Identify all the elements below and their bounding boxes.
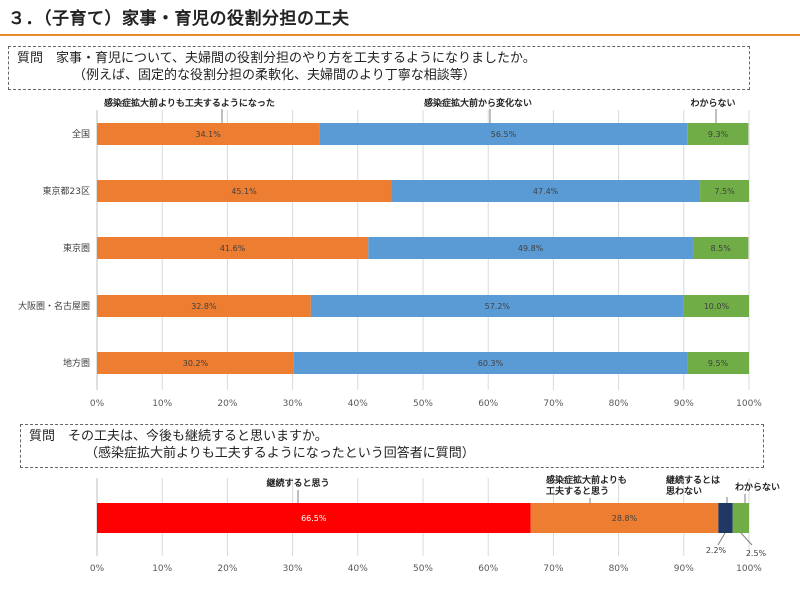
chart1-data-label: 8.5% <box>710 244 731 253</box>
chart2-series-label: 思わない <box>666 486 702 497</box>
title-underline <box>0 34 800 36</box>
page-title: ３．（子育て）家事・育児の役割分担の工夫 <box>8 9 350 29</box>
chart2-data-label: 2.5% <box>746 549 767 558</box>
question-1-note: （例えば、固定的な役割分担の柔軟化、夫婦間のより丁寧な相談等） <box>73 68 476 83</box>
chart1-category-label: 東京圏 <box>63 242 90 254</box>
chart1-x-tick-label: 100% <box>736 399 762 409</box>
chart2-bar-segment <box>718 503 733 533</box>
chart2-bar-segment <box>530 503 719 533</box>
chart1-category-label: 東京都23区 <box>43 185 90 197</box>
chart2-data-label: 2.2% <box>706 546 727 555</box>
question-2-text: 質問 その工夫は、今後も継続すると思いますか。 <box>29 429 328 444</box>
chart1-series-label: 感染症拡大前よりも工夫するようになった <box>104 97 275 109</box>
question-box-2: 質問 その工夫は、今後も継続すると思いますか。 （感染症拡大前よりも工夫するよう… <box>20 424 764 468</box>
chart1-x-tick-label: 40% <box>348 399 368 409</box>
chart1-data-label: 32.8% <box>191 302 217 311</box>
chart2-x-tick-label: 0% <box>90 564 105 574</box>
chart1-data-label: 60.3% <box>478 359 504 368</box>
chart1-data-label: 47.4% <box>533 187 559 196</box>
chart2-x-tick-label: 50% <box>413 564 433 574</box>
chart2-series-label: わからない <box>735 482 780 493</box>
chart1-data-label: 49.8% <box>518 244 544 253</box>
chart1-data-label: 45.1% <box>231 187 257 196</box>
chart2-leader-line <box>717 532 726 546</box>
chart1-bar-segment <box>319 123 688 145</box>
chart1-series-label: わからない <box>690 98 735 109</box>
chart1-data-label: 57.2% <box>485 302 511 311</box>
chart2-data-label: 28.8% <box>612 514 638 523</box>
chart1-bar-segment <box>687 352 749 374</box>
chart2-x-tick-label: 10% <box>152 564 172 574</box>
chart1-data-label: 41.6% <box>220 244 246 253</box>
chart1-data-label: 7.5% <box>714 187 735 196</box>
chart2-x-tick-label: 20% <box>217 564 237 574</box>
chart2-x-tick-label: 80% <box>609 564 629 574</box>
chart1-bar-segment <box>97 180 392 202</box>
chart2-x-tick-label: 60% <box>478 564 498 574</box>
chart1-x-tick-label: 10% <box>152 399 172 409</box>
chart1-data-label: 9.3% <box>708 130 729 139</box>
chart1-series-label: 感染症拡大前から変化ない <box>424 97 532 109</box>
chart2-series-label: 感染症拡大前よりも <box>546 474 627 486</box>
chart1-category-label: 地方圏 <box>63 357 90 369</box>
chart1-bar-segment <box>97 295 311 317</box>
chart1-bar-segment <box>683 295 749 317</box>
chart1-x-tick-label: 70% <box>543 399 563 409</box>
chart2-data-label: 66.5% <box>301 514 327 523</box>
chart1-x-tick-label: 60% <box>478 399 498 409</box>
chart2-x-tick-label: 40% <box>348 564 368 574</box>
chart1-bar-segment <box>368 237 693 259</box>
chart2-bar-segment <box>97 503 531 533</box>
question-1-text: 質問 家事・育児について、夫婦間の役割分担のやり方を工夫するようになりましたか。 <box>17 51 536 66</box>
chart2-leader-line <box>740 532 753 546</box>
chart1-bar-segment <box>310 295 684 317</box>
chart1-x-tick-label: 30% <box>283 399 303 409</box>
chart2-series-label: 継続するとは <box>666 474 720 486</box>
chart1-x-tick-label: 20% <box>217 399 237 409</box>
chart1-bar-segment <box>687 123 749 145</box>
chart2-x-tick-label: 90% <box>674 564 694 574</box>
chart1-x-tick-label: 90% <box>674 399 694 409</box>
chart2-x-tick-label: 70% <box>543 564 563 574</box>
chart2-x-tick-label: 30% <box>283 564 303 574</box>
chart1-data-label: 56.5% <box>491 130 517 139</box>
chart2-bar-segment <box>732 503 749 533</box>
chart1-x-tick-label: 80% <box>609 399 629 409</box>
chart2-x-tick-label: 100% <box>736 564 762 574</box>
chart1-bar-segment <box>97 352 294 374</box>
chart1-bar-segment <box>97 237 369 259</box>
question-2-note: （感染症拡大前よりも工夫するようになったという回答者に質問） <box>85 446 475 461</box>
chart1-data-label: 30.2% <box>183 359 209 368</box>
chart1-x-tick-label: 50% <box>413 399 433 409</box>
chart1-bar-segment <box>692 237 749 259</box>
chart2-series-label: 工夫すると思う <box>546 485 609 497</box>
chart1-bar-segment <box>97 123 320 145</box>
chart1-data-label: 9.5% <box>708 359 729 368</box>
chart1-category-label: 大阪圏・名古屋圏 <box>18 300 90 312</box>
chart2-series-label: 継続すると思う <box>266 477 329 489</box>
chart1-x-tick-label: 0% <box>90 399 105 409</box>
chart1-data-label: 10.0% <box>704 302 730 311</box>
chart1-bar-segment <box>293 352 688 374</box>
chart1-data-label: 34.1% <box>195 130 221 139</box>
chart1-bar-segment <box>700 180 749 202</box>
chart1-bar-segment <box>391 180 701 202</box>
question-box-1: 質問 家事・育児について、夫婦間の役割分担のやり方を工夫するようになりましたか。… <box>8 46 750 90</box>
chart1-category-label: 全国 <box>72 128 90 140</box>
